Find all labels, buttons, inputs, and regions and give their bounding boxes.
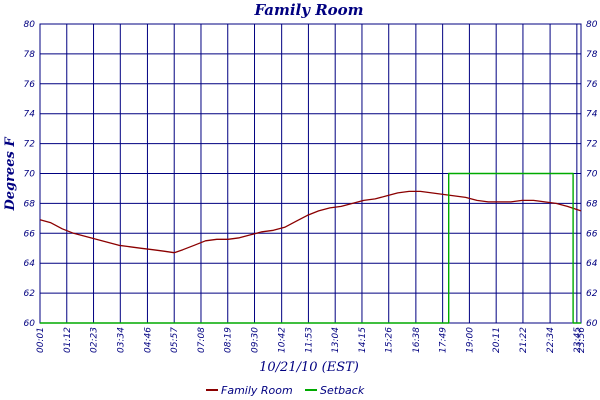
x-tick-label: 19:00: [465, 327, 475, 353]
x-tick-label: 03:34: [116, 327, 126, 353]
y-tick-label-left: 60: [24, 319, 36, 329]
chart-title: Family Room: [253, 1, 363, 19]
y-axis-label: Degrees F: [3, 137, 18, 212]
y-tick-label-right: 70: [586, 170, 598, 180]
x-tick-label: 00:01: [36, 327, 46, 353]
y-tick-label-left: 66: [24, 229, 36, 239]
x-axis-ticks: 00:01 01:12 02:23 03:34 04:46 05:57 07:08 08:19…: [36, 327, 587, 353]
x-tick-label: 09:30: [251, 327, 261, 353]
y-axis-right-ticks: 60 62 64 66 68 70 72 74 76 78 80: [586, 20, 598, 329]
x-tick-label: 07:08: [197, 327, 207, 353]
y-tick-label-right: 60: [586, 319, 598, 329]
y-tick-label-right: 66: [586, 229, 598, 239]
x-tick-label: 02:23: [90, 327, 100, 353]
series-layer: [39, 172, 582, 324]
y-tick-label-left: 74: [24, 110, 36, 120]
x-tick-label: 10:42: [278, 327, 288, 353]
x-tick-label: 14:15: [358, 327, 368, 353]
y-axis-left-ticks: 60 62 64 66 68 70 72 74 76 78 80: [24, 20, 36, 329]
y-tick-label-left: 80: [24, 20, 36, 30]
x-tick-label: 15:26: [385, 327, 395, 353]
y-tick-label-left: 78: [24, 50, 36, 60]
x-tick-label: 23:45: [573, 327, 583, 353]
x-tick-label: 04:46: [143, 327, 153, 353]
x-tick-label: 22:34: [546, 327, 556, 353]
y-tick-label-right: 64: [586, 259, 598, 269]
x-axis-label: 10/21/10 (EST): [259, 360, 359, 375]
series-line-setback: [40, 172, 581, 324]
series-line-family-room: [39, 190, 582, 254]
y-tick-label-right: 62: [586, 289, 598, 299]
y-tick-label-right: 74: [586, 110, 598, 120]
y-tick-label-left: 62: [24, 289, 36, 299]
x-tick-label: 23:56: [577, 327, 587, 353]
y-tick-label-left: 68: [24, 199, 36, 209]
y-tick-label-left: 76: [24, 80, 36, 90]
y-tick-label-right: 78: [586, 50, 598, 60]
x-tick-label: 21:22: [519, 327, 529, 353]
y-tick-label-left: 72: [24, 140, 36, 150]
y-tick-label-right: 80: [586, 20, 598, 30]
x-tick-label: 08:19: [224, 327, 234, 353]
x-tick-label: 20:11: [492, 327, 502, 353]
y-tick-label-left: 64: [24, 259, 36, 269]
y-tick-label-right: 76: [586, 80, 598, 90]
x-tick-label: 01:12: [63, 327, 73, 353]
x-tick-label: 17:49: [439, 327, 449, 353]
y-tick-label-right: 72: [586, 140, 598, 150]
legend-label-family-room: Family Room: [221, 384, 293, 397]
legend-label-setback: Setback: [320, 384, 365, 397]
x-tick-label: 05:57: [170, 327, 180, 353]
x-tick-label: 13:04: [331, 327, 341, 353]
legend: Family Room Setback: [206, 384, 365, 397]
y-tick-label-right: 68: [586, 199, 598, 209]
x-tick-label: 16:38: [412, 327, 422, 353]
y-tick-label-left: 70: [24, 170, 36, 180]
x-tick-label: 11:53: [304, 327, 314, 353]
